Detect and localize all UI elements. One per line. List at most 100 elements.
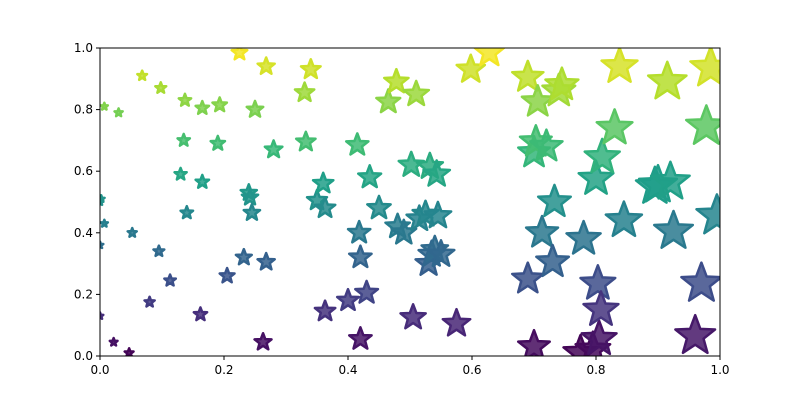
data-point: [126, 226, 139, 238]
data-point: [604, 200, 644, 238]
data-point: [473, 48, 506, 67]
data-point: [154, 81, 168, 94]
data-point: [375, 88, 402, 114]
data-point: [680, 261, 720, 302]
x-tick-label: 0.8: [586, 363, 605, 377]
data-point: [293, 81, 316, 103]
data-point: [194, 173, 211, 189]
data-point: [426, 239, 456, 267]
data-point: [695, 193, 720, 235]
x-tick-label: 0.0: [90, 363, 109, 377]
data-point: [245, 99, 265, 118]
data-point: [354, 279, 380, 304]
data-point: [100, 218, 110, 228]
data-point: [402, 79, 431, 107]
data-point: [108, 336, 119, 347]
data-point: [510, 59, 545, 92]
data-point: [347, 244, 373, 269]
data-point: [674, 313, 717, 355]
data-point: [263, 139, 284, 159]
data-point: [565, 219, 602, 255]
data-point: [179, 204, 195, 220]
data-point: [535, 243, 571, 278]
data-point: [313, 196, 337, 219]
data-point: [335, 287, 361, 312]
data-point: [192, 306, 209, 322]
data-point: [313, 299, 337, 322]
data-point: [544, 66, 580, 101]
data-point: [646, 60, 688, 100]
y-tick-label: 0.8: [74, 103, 93, 117]
data-point: [211, 96, 229, 113]
data-point: [595, 108, 634, 145]
data-point: [397, 150, 426, 177]
data-point: [689, 48, 720, 87]
x-tick-label: 0.2: [214, 363, 233, 377]
data-point: [163, 273, 178, 287]
data-point: [113, 107, 124, 118]
plot-frame: [99, 47, 721, 357]
data-point: [344, 132, 370, 156]
data-point: [399, 303, 427, 330]
data-point: [100, 240, 105, 250]
data-point: [510, 261, 545, 294]
data-point: [123, 347, 135, 356]
y-tick-label: 0.2: [74, 287, 93, 301]
data-point: [382, 67, 410, 94]
y-tick-label: 0.4: [74, 226, 93, 240]
data-point: [256, 251, 276, 271]
x-axis: 0.0 0.2 0.4 0.6 0.8 1.0: [90, 356, 730, 377]
x-tick-label: 1.0: [710, 363, 729, 377]
data-point: [176, 132, 192, 147]
data-point: [294, 130, 317, 152]
data-point: [100, 311, 105, 321]
data-point: [600, 48, 639, 83]
data-point: [209, 134, 227, 151]
data-point: [579, 264, 617, 300]
data-point: [652, 209, 695, 249]
data-point: [100, 101, 110, 111]
data-point: [194, 99, 211, 116]
y-tick-label: 0.0: [74, 349, 93, 363]
data-point: [529, 128, 564, 162]
data-point: [253, 331, 273, 351]
data-point: [143, 295, 156, 308]
data-point: [299, 57, 322, 80]
scatter-points: [100, 48, 720, 356]
data-point: [685, 104, 720, 145]
data-point: [234, 247, 254, 266]
y-tick-label: 1.0: [74, 41, 93, 55]
y-tick-label: 0.6: [74, 164, 93, 178]
data-point: [177, 92, 193, 107]
data-point: [524, 214, 560, 248]
data-point: [580, 319, 618, 356]
data-point: [347, 326, 373, 350]
x-tick-label: 0.6: [462, 363, 481, 377]
data-point: [423, 200, 453, 229]
data-point: [346, 219, 372, 244]
data-point: [649, 160, 691, 200]
data-point: [173, 166, 188, 181]
data-point: [218, 266, 236, 284]
data-point: [366, 194, 392, 220]
data-point: [136, 69, 149, 82]
data-point: [240, 187, 260, 206]
data-point: [517, 328, 551, 356]
x-tick-label: 0.4: [338, 363, 357, 377]
data-point: [357, 164, 383, 189]
data-point: [230, 48, 249, 61]
data-point: [311, 171, 335, 194]
data-point: [422, 159, 452, 187]
data-point: [577, 159, 615, 195]
data-point: [520, 83, 555, 117]
y-axis: 0.0 0.2 0.4 0.6 0.8 1.0: [74, 41, 100, 363]
data-point: [100, 194, 106, 204]
data-point: [242, 202, 262, 221]
data-point: [582, 290, 620, 326]
data-point: [256, 56, 276, 76]
data-point: [152, 244, 166, 258]
data-point: [583, 137, 621, 174]
data-point: [441, 307, 472, 337]
data-point: [536, 183, 572, 218]
